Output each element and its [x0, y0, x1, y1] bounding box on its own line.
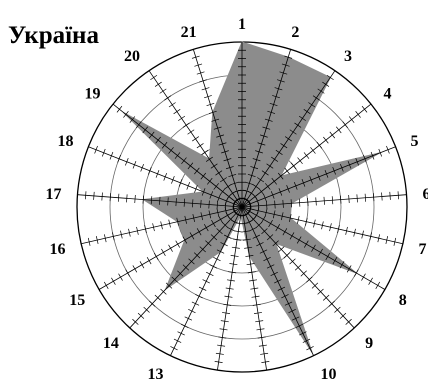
spoke-ticks — [238, 49, 246, 200]
spoke-ticks — [150, 74, 241, 203]
spoke-1 — [238, 42, 246, 207]
spoke-6 — [241, 191, 407, 211]
spoke-4 — [241, 103, 372, 208]
spoke-ticks — [246, 207, 381, 290]
spoke-2 — [240, 49, 293, 208]
spoke-ticks — [247, 145, 390, 208]
axis-label-7: 7 — [419, 241, 427, 258]
axis-label-17: 17 — [46, 186, 62, 203]
spoke-ticks — [132, 210, 240, 325]
spoke-ticks — [244, 210, 352, 325]
series-area-group — [122, 41, 381, 353]
spoke-18 — [88, 145, 243, 208]
spoke-8 — [241, 206, 386, 290]
spoke-20 — [148, 70, 243, 208]
axis-label-2: 2 — [291, 24, 299, 41]
axis-label-11: 11 — [261, 382, 276, 383]
axis-label-18: 18 — [58, 133, 74, 150]
spoke-7 — [241, 204, 403, 246]
spoke-ticks — [103, 207, 238, 290]
spoke-10 — [241, 206, 314, 356]
spoke-ticks — [116, 105, 239, 206]
axis-label-16: 16 — [50, 241, 66, 258]
axis-label-1: 1 — [238, 16, 246, 33]
chart-spokes — [77, 42, 407, 371]
axis-labels: 123456789101112131415161718192021 — [46, 16, 428, 383]
axis-label-8: 8 — [399, 292, 407, 309]
spoke-ticks — [87, 204, 236, 246]
axis-label-3: 3 — [344, 48, 352, 65]
spoke-ticks — [191, 55, 244, 201]
spoke-ticks — [170, 212, 243, 351]
axis-label-9: 9 — [365, 335, 373, 352]
spoke-9 — [241, 206, 355, 329]
spoke-19 — [112, 103, 243, 208]
spoke-16 — [81, 204, 243, 246]
axis-label-10: 10 — [321, 366, 337, 383]
spoke-ticks — [241, 212, 314, 351]
axis-label-12: 12 — [207, 382, 223, 383]
axis-label-13: 13 — [148, 366, 164, 383]
spoke-ticks — [239, 214, 270, 363]
series-area — [122, 41, 381, 353]
axis-label-19: 19 — [85, 85, 101, 102]
spoke-ticks — [94, 145, 237, 208]
spoke-ticks — [240, 55, 293, 201]
axis-label-6: 6 — [423, 186, 428, 203]
spoke-ticks — [85, 191, 235, 211]
spoke-3 — [241, 70, 336, 208]
spoke-12 — [214, 206, 245, 371]
axis-label-15: 15 — [69, 292, 85, 309]
spoke-15 — [98, 206, 243, 290]
axis-label-20: 20 — [124, 48, 140, 65]
spoke-11 — [239, 206, 270, 371]
spoke-ticks — [248, 204, 397, 246]
spoke-ticks — [245, 105, 368, 206]
axis-label-4: 4 — [384, 85, 392, 102]
chart-title: Україна — [8, 22, 99, 49]
axis-label-5: 5 — [411, 133, 419, 150]
axis-label-21: 21 — [181, 24, 197, 41]
spoke-14 — [129, 206, 243, 329]
axis-label-14: 14 — [103, 335, 119, 352]
spoke-21 — [191, 49, 244, 208]
spoke-ticks — [214, 214, 245, 363]
spoke-ticks — [249, 191, 399, 211]
spoke-ticks — [243, 74, 334, 203]
spoke-13 — [170, 206, 243, 356]
spoke-5 — [241, 145, 396, 208]
spoke-17 — [77, 191, 243, 211]
